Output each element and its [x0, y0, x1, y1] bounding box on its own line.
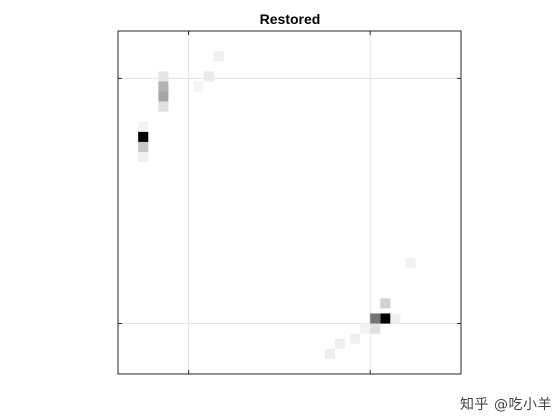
axes-frame — [117, 30, 462, 375]
heatmap-cell — [138, 152, 149, 163]
axis-ticks — [118, 31, 461, 374]
heatmap-cell — [138, 131, 149, 142]
heatmap-cell — [158, 81, 169, 92]
heatmap-cell — [350, 333, 361, 344]
heatmap-cell — [158, 91, 169, 102]
heatmap-cells — [138, 51, 416, 359]
heatmap-cell — [380, 313, 391, 324]
heatmap-cell — [370, 313, 381, 324]
heatmap-cell — [193, 81, 204, 92]
heatmap-cell — [203, 71, 214, 82]
heatmap-cell — [380, 298, 391, 309]
heatmap-cell — [334, 338, 345, 349]
heatmap-cell — [138, 121, 149, 132]
heatmap-cell — [390, 313, 401, 324]
chart-title: Restored — [260, 11, 321, 27]
heatmap-cell — [213, 51, 224, 62]
heatmap-cell — [405, 257, 416, 269]
heatmap-cell — [158, 101, 169, 112]
heatmap-cell — [370, 323, 381, 334]
heatmap-cell — [138, 141, 149, 153]
heatmap-cell — [158, 71, 169, 82]
heatmap-cell — [360, 323, 371, 334]
plot-area — [118, 31, 461, 374]
heatmap-cell — [324, 348, 335, 359]
watermark-text: 知乎 @吃小羊 — [460, 397, 552, 413]
